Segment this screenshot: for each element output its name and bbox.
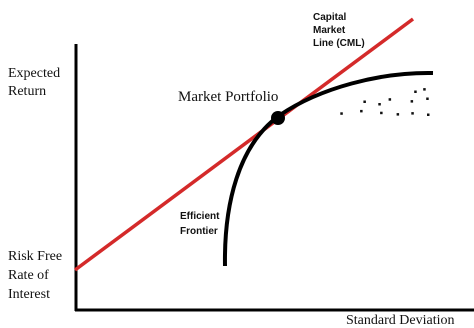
dot (410, 100, 414, 103)
efficient-frontier-label: Efficient (180, 211, 220, 222)
portfolio-dots (340, 88, 430, 116)
market-portfolio-point (271, 111, 285, 125)
dot (360, 109, 363, 113)
y-axis-label: Return (8, 84, 46, 99)
dot (340, 112, 343, 115)
dot (414, 90, 417, 93)
dot (427, 113, 430, 116)
efficient-frontier-label: Frontier (180, 226, 218, 237)
y-axis-label: Expected (8, 66, 60, 81)
dot (380, 111, 383, 115)
dot (363, 100, 366, 103)
dot (423, 88, 426, 91)
dot (426, 97, 429, 100)
risk-free-label: Rate of (8, 268, 49, 283)
cml-label: Capital (313, 12, 347, 23)
dot (411, 112, 414, 115)
cml-label: Line (CML) (313, 38, 365, 49)
dot (388, 98, 392, 101)
risk-free-label: Risk Free (8, 249, 62, 264)
dot (378, 103, 381, 106)
cml-label: Market (313, 25, 346, 36)
x-axis-label: Standard Deviation (346, 313, 454, 328)
risk-free-label: Interest (8, 287, 50, 302)
capital-market-line (73, 17, 415, 272)
market-portfolio-label: Market Portfolio (178, 89, 278, 105)
dot (396, 113, 400, 116)
